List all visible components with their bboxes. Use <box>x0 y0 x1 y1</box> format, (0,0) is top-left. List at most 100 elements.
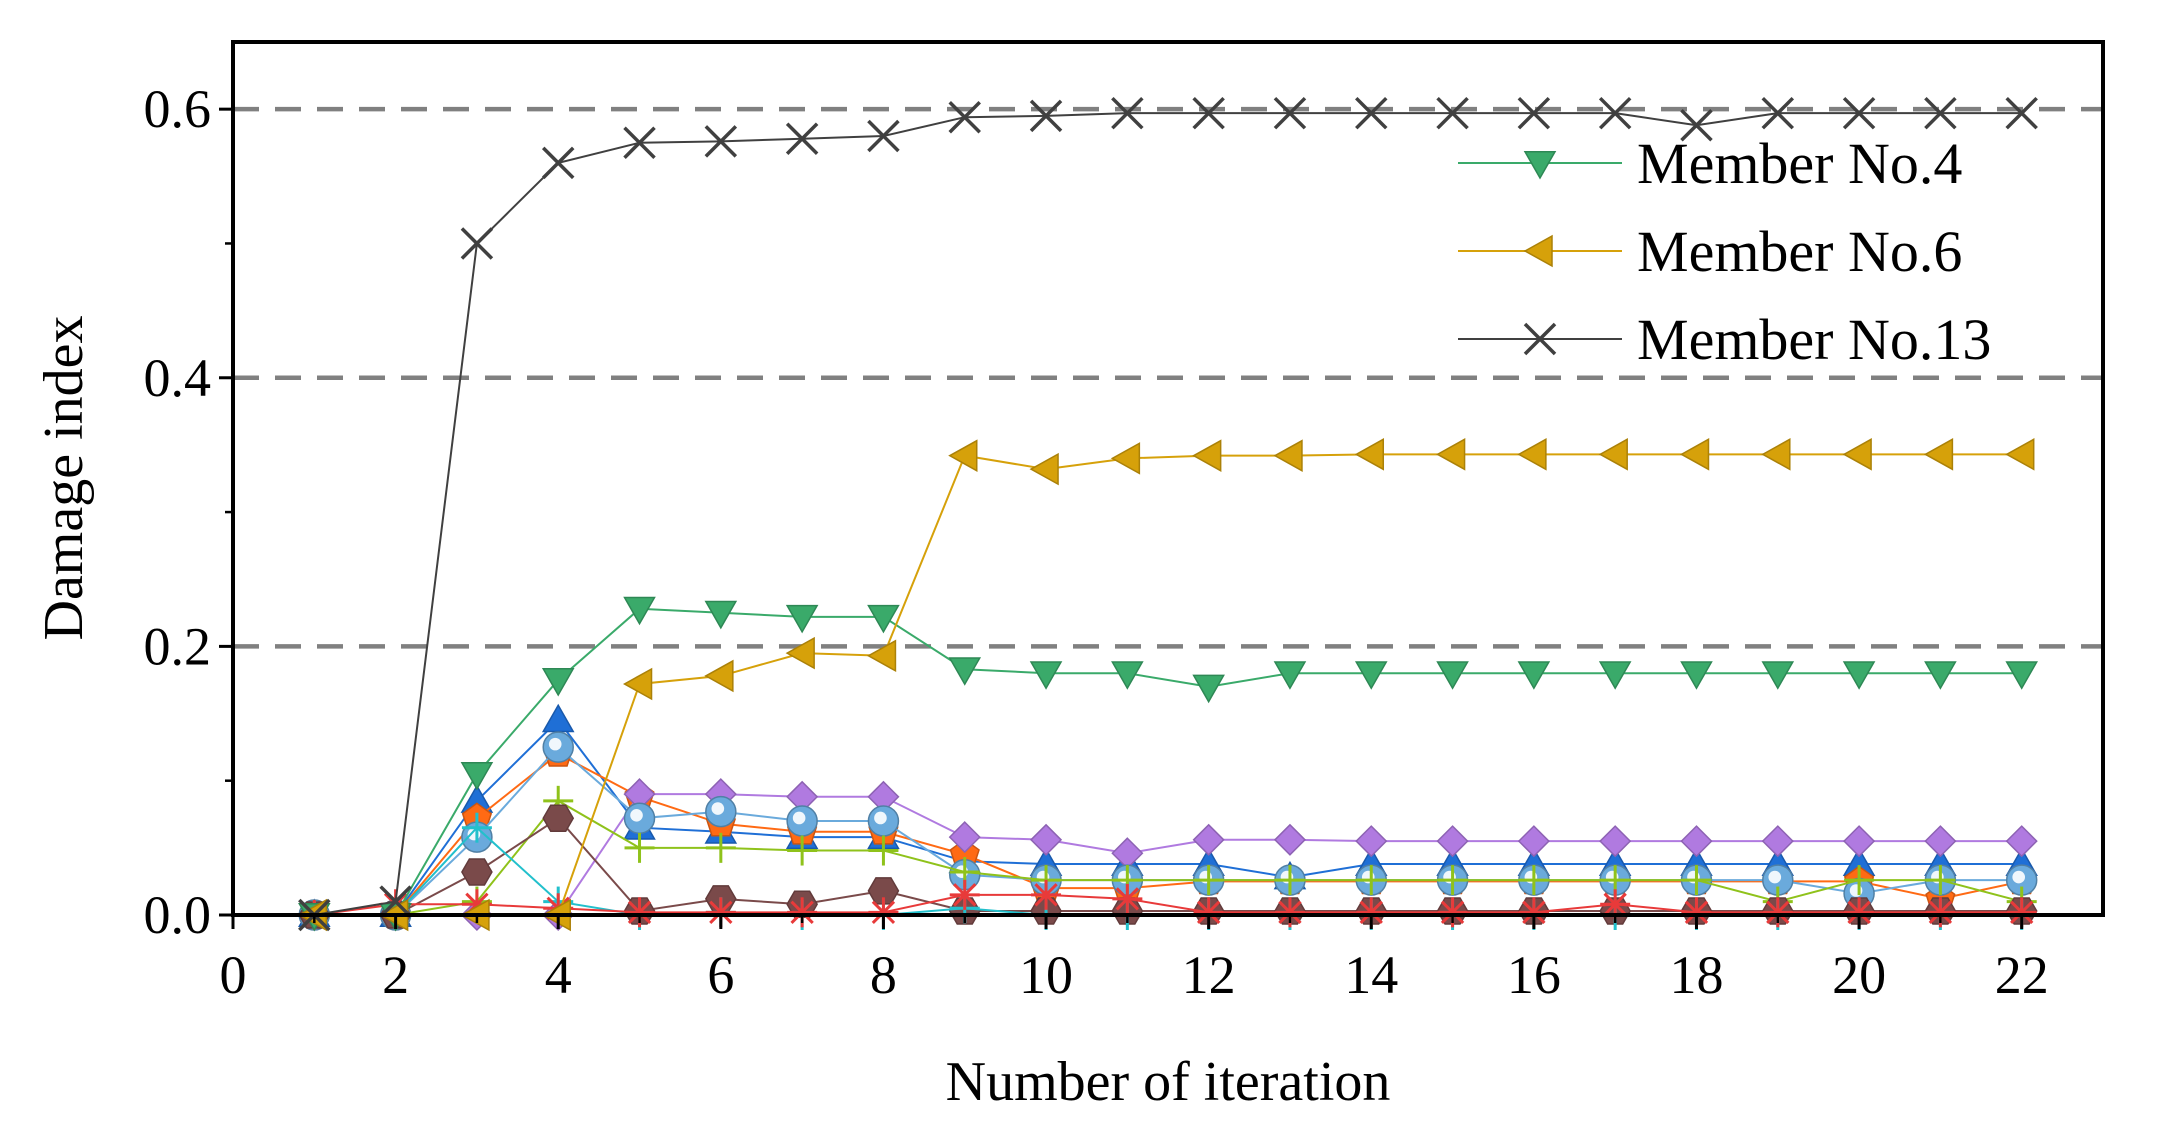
series-line <box>314 453 2022 916</box>
data-point <box>542 731 574 763</box>
plot-series <box>297 96 2038 932</box>
data-point <box>1436 96 1469 130</box>
data-point <box>1518 897 1549 928</box>
x-tick-label: 0 <box>220 945 247 1005</box>
data-point <box>1599 825 1632 858</box>
legend-entry: Member No.13 <box>1458 307 1991 372</box>
data-point <box>1273 661 1307 690</box>
data-point <box>1924 825 1957 858</box>
data-point <box>1517 661 1551 690</box>
data-point <box>1273 439 1303 472</box>
data-point <box>787 835 818 866</box>
x-tick-label: 6 <box>707 945 734 1005</box>
data-point <box>1437 865 1468 896</box>
data-point <box>2005 438 2035 471</box>
series-member-no-13 <box>298 96 2038 932</box>
legend-label: Member No.6 <box>1637 219 1962 284</box>
data-point <box>1517 438 1547 471</box>
data-point <box>1680 661 1713 690</box>
legend-marker <box>1523 234 1553 268</box>
data-point <box>1843 825 1876 858</box>
data-point <box>1029 661 1063 690</box>
x-tick-label: 14 <box>1344 945 1398 1005</box>
data-point <box>1923 438 1954 471</box>
series-line <box>314 718 2022 916</box>
data-point <box>1517 96 1551 130</box>
data-point <box>948 657 982 686</box>
data-point <box>1842 438 1872 471</box>
data-point <box>1029 452 1059 486</box>
y-tick-label: 0.2 <box>144 616 212 676</box>
legend-marker <box>1523 322 1557 356</box>
reference-lines <box>233 106 2103 649</box>
data-point <box>1761 661 1795 690</box>
data-point <box>1273 96 1307 130</box>
data-point <box>541 667 575 697</box>
data-point <box>1354 661 1388 690</box>
data-point <box>1924 96 1957 130</box>
legend: Member No.4 Member No.6 Member No.13 <box>1458 131 1991 372</box>
data-point <box>1924 661 1957 690</box>
data-point <box>461 812 492 843</box>
data-point <box>705 832 736 863</box>
data-point <box>1192 674 1225 704</box>
data-point <box>704 125 738 158</box>
data-point <box>949 879 980 910</box>
data-point <box>1761 438 1791 471</box>
data-point <box>704 659 734 693</box>
data-point <box>1192 96 1225 130</box>
data-point <box>1842 661 1876 690</box>
data-point <box>1844 865 1875 896</box>
data-point <box>1029 99 1063 133</box>
data-point <box>1192 439 1222 472</box>
series-line <box>314 752 2022 916</box>
x-tick-label: 16 <box>1507 945 1561 1005</box>
plot-frame <box>231 40 2105 917</box>
data-point <box>1274 865 1305 896</box>
x-tick-label: 20 <box>1832 945 1886 1005</box>
data-point <box>1679 438 1710 471</box>
data-point <box>460 761 494 791</box>
data-point <box>461 858 493 886</box>
data-point <box>1925 865 1956 896</box>
data-point <box>2005 661 2038 690</box>
series-line <box>314 793 2022 916</box>
data-point <box>785 122 819 155</box>
data-point <box>1112 883 1143 914</box>
data-point <box>1436 825 1469 858</box>
data-point <box>1598 438 1628 471</box>
data-point <box>1356 865 1387 896</box>
x-tick-label: 18 <box>1669 945 1723 1005</box>
series-member-no-4 <box>298 596 2038 932</box>
data-point <box>948 821 981 854</box>
y-tick-label: 0.0 <box>144 885 212 945</box>
data-point <box>1355 96 1388 130</box>
data-point <box>1681 865 1712 896</box>
data-point <box>1273 823 1307 856</box>
data-point <box>1518 865 1549 896</box>
data-point <box>948 100 981 134</box>
data-point <box>1193 865 1224 896</box>
data-point <box>1111 96 1144 130</box>
legend-label: Member No.13 <box>1637 307 1991 372</box>
data-point <box>623 126 656 159</box>
y-tick-label: 0.4 <box>144 348 212 408</box>
y-axis-label: Damage index <box>33 316 95 641</box>
series-line <box>314 112 2022 916</box>
data-point <box>379 885 412 918</box>
data-point <box>704 600 738 630</box>
series-line <box>314 893 2022 916</box>
data-point <box>1436 661 1469 690</box>
data-point <box>785 604 819 634</box>
legend-marker <box>1523 151 1557 180</box>
x-tick-label: 8 <box>870 945 897 1005</box>
data-point <box>1681 897 1712 928</box>
data-point <box>1111 661 1144 690</box>
x-tick-label: 12 <box>1182 945 1236 1005</box>
data-point <box>1517 825 1550 858</box>
data-point <box>541 146 575 180</box>
data-point <box>542 804 575 833</box>
data-point <box>1680 109 1713 142</box>
data-point <box>2005 825 2038 858</box>
